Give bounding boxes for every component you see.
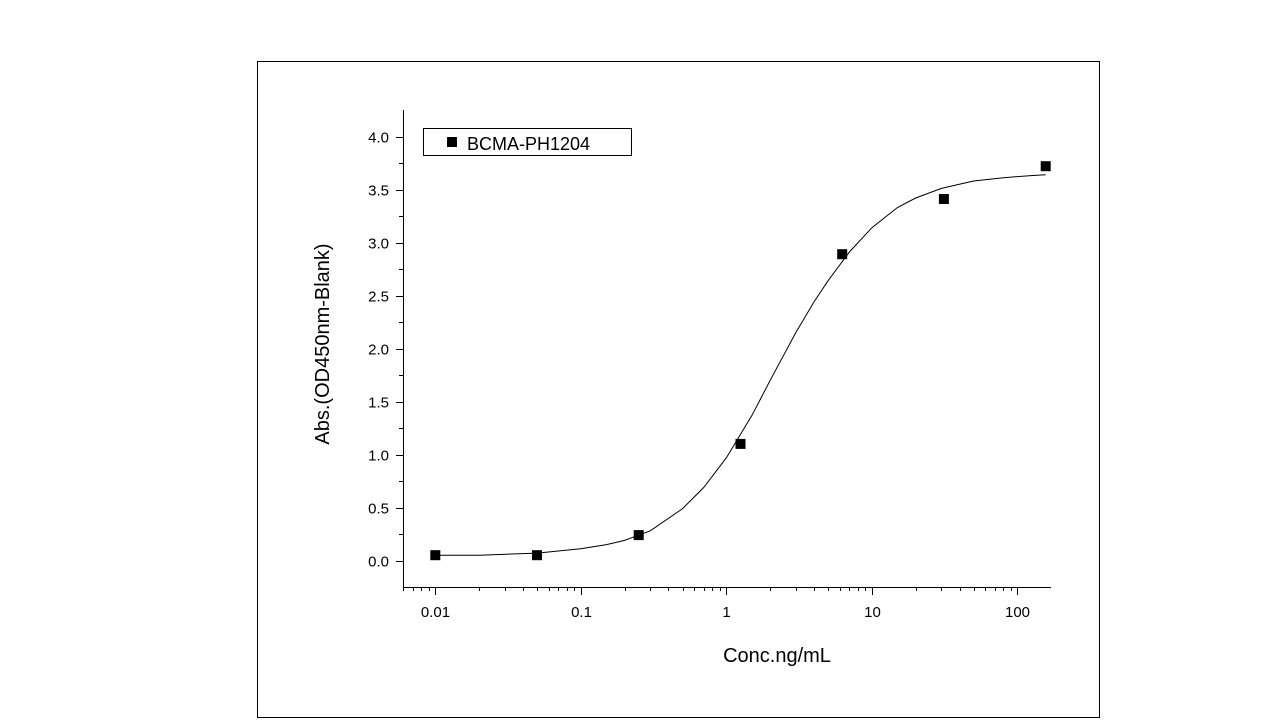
fit-curve-layer bbox=[435, 174, 1046, 556]
data-point bbox=[532, 550, 542, 561]
y-tick-label: 2.0 bbox=[368, 342, 389, 359]
y-tick-label: 1.0 bbox=[368, 448, 389, 465]
data-points-layer bbox=[430, 161, 1051, 561]
legend-box bbox=[423, 128, 632, 156]
data-point bbox=[430, 550, 441, 561]
legend-label: BCMA-PH1204 bbox=[467, 134, 590, 154]
x-axis-title: Conc.ng/mL bbox=[723, 645, 831, 667]
data-point bbox=[837, 249, 848, 260]
fit-curve bbox=[435, 174, 1046, 556]
data-point bbox=[633, 530, 644, 541]
x-tick-label: 10 bbox=[864, 604, 881, 621]
y-tick-label: 3.5 bbox=[368, 183, 389, 200]
legend: BCMA-PH1204 bbox=[423, 128, 632, 156]
y-tick-label: 1.5 bbox=[368, 395, 389, 412]
axes: 0.0 0.5 1.0 1.5 2.0 2.5 3.0 3.5 4.0 0.01 0.1 1 10 100 bbox=[368, 110, 1051, 621]
y-tick-label: 0.5 bbox=[368, 501, 389, 518]
y-axis-title: Abs.(OD450nm-Blank) bbox=[312, 243, 334, 444]
y-tick-label: 4.0 bbox=[368, 130, 389, 147]
x-tick-label: 0.01 bbox=[421, 604, 450, 621]
y-tick-label: 2.5 bbox=[368, 289, 389, 306]
y-tick-label: 3.0 bbox=[368, 236, 389, 253]
x-tick-label: 100 bbox=[1005, 604, 1030, 621]
legend-marker bbox=[447, 137, 457, 147]
data-point bbox=[1040, 161, 1051, 172]
chart-frame bbox=[257, 61, 1100, 718]
x-tick-label: 0.1 bbox=[571, 604, 592, 621]
data-point bbox=[938, 194, 949, 204]
data-point bbox=[735, 438, 746, 449]
x-tick-label: 1 bbox=[722, 604, 730, 621]
y-tick-label: 0.0 bbox=[368, 554, 389, 571]
